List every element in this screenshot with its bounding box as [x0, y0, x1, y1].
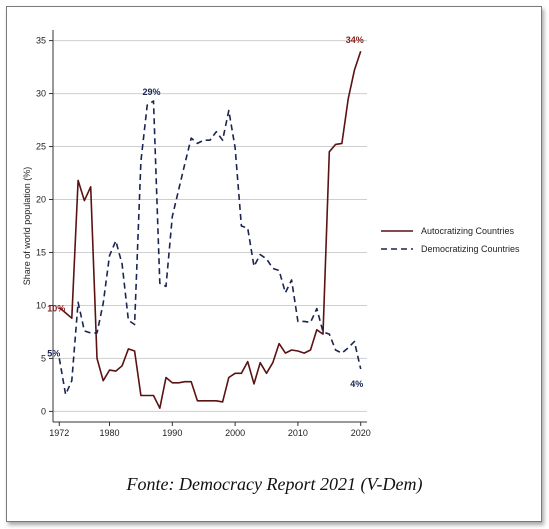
- y-tick-label: 10: [36, 300, 46, 310]
- y-tick-label: 25: [36, 142, 46, 152]
- annotation-label: 29%: [142, 87, 160, 97]
- x-tick-labels: 1972 1980 1990 2000 2010 2020: [49, 428, 370, 438]
- y-tick-label: 20: [36, 195, 46, 205]
- y-tick-label: 15: [36, 247, 46, 257]
- x-tick-label: 2020: [351, 428, 371, 438]
- x-tick-label: 2000: [225, 428, 245, 438]
- annotation-label: 34%: [346, 35, 364, 45]
- annotation-label: 10%: [47, 304, 65, 314]
- annotations: 10% 5% 29% 34% 4%: [47, 35, 363, 389]
- series-line-autocratizing: [58, 50, 362, 410]
- y-tick-label: 30: [36, 89, 46, 99]
- source-caption: Fonte: Democracy Report 2021 (V-Dem): [126, 474, 423, 494]
- grid-lines: [53, 40, 367, 412]
- x-tick-label: 1990: [162, 428, 182, 438]
- legend-label: Autocratizing Countries: [421, 226, 515, 236]
- y-axis-label: Share of world population (%): [22, 167, 32, 286]
- series-line-democratizing: [58, 100, 362, 396]
- x-tick-label: 1980: [100, 428, 120, 438]
- y-tick-label: 5: [41, 353, 46, 363]
- axes: [49, 30, 367, 426]
- annotation-label: 4%: [350, 379, 363, 389]
- x-tick-label: 1972: [49, 428, 69, 438]
- annotation-label: 5%: [47, 348, 60, 358]
- legend: Autocratizing Countries Democratizing Cou…: [381, 226, 520, 254]
- y-tick-label: 0: [41, 406, 46, 416]
- x-tick-label: 2010: [288, 428, 308, 438]
- y-tick-label: 35: [36, 36, 46, 46]
- series-lines: [58, 50, 362, 410]
- plot-background: [53, 30, 367, 422]
- y-tick-labels: 0 5 10 15 20 25 30 35: [36, 36, 46, 417]
- legend-label: Democratizing Countries: [421, 244, 520, 254]
